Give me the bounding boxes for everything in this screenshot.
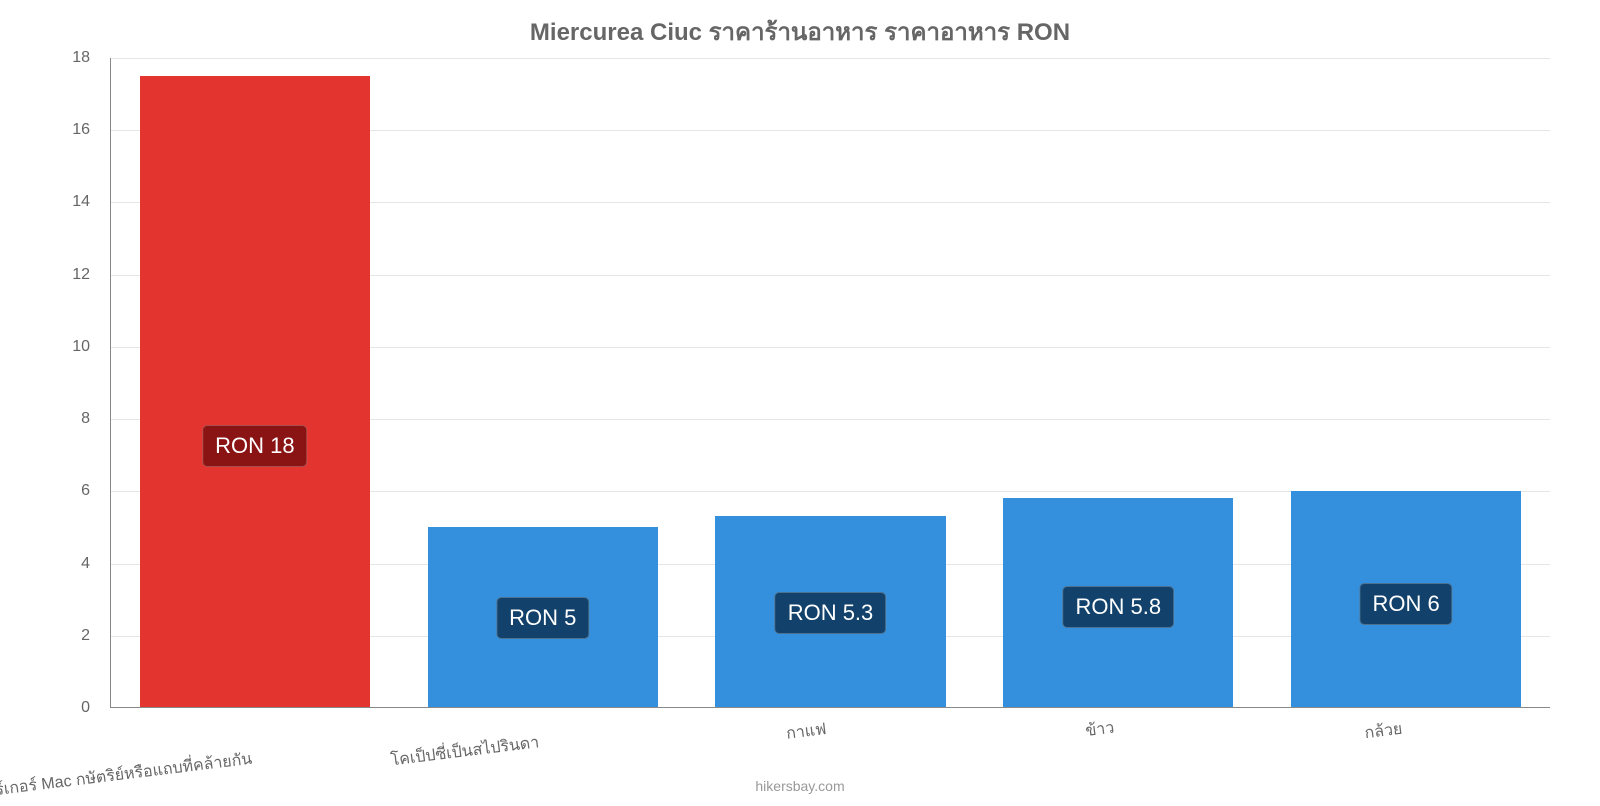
y-tick-label: 16 [0, 121, 90, 139]
y-tick-label: 10 [0, 338, 90, 356]
bar-value-label: RON 5 [496, 597, 589, 639]
y-tick-label: 18 [0, 49, 90, 67]
bar: RON 5.3 [715, 516, 945, 707]
x-label-slot: กล้วย [1262, 712, 1550, 772]
bar-slot: RON 5.3 [687, 58, 975, 707]
attribution-text: hikersbay.com [0, 778, 1600, 794]
y-tick-label: 0 [0, 699, 90, 717]
x-tick-label: ข้าว [1113, 712, 1145, 740]
x-tick-label: โคเป็ปซี่เป็นสไปรินดา [538, 712, 689, 755]
bar-slot: RON 5.8 [974, 58, 1262, 707]
y-tick-label: 4 [0, 555, 90, 573]
bar-slot: RON 6 [1262, 58, 1550, 707]
x-axis-labels: เบอร์เกอร์ Mac กษัตริย์หรือแถบที่คล้ายกั… [110, 712, 1550, 772]
bar: RON 5 [428, 527, 658, 707]
plot-area: RON 18 RON 5 RON 5.3 RON 5.8 RON 6 [110, 58, 1550, 708]
y-tick-label: 6 [0, 482, 90, 500]
bar-value-label: RON 5.3 [775, 592, 887, 634]
bar-value-label: RON 18 [202, 425, 307, 467]
y-tick-label: 2 [0, 627, 90, 645]
chart-title: Miercurea Ciuc ราคาร้านอาหาร ราคาอาหาร R… [0, 12, 1600, 51]
x-tick-label: กาแฟ [825, 712, 868, 742]
bars-container: RON 18 RON 5 RON 5.3 RON 5.8 RON 6 [111, 58, 1550, 707]
bar-slot: RON 18 [111, 58, 399, 707]
bar-slot: RON 5 [399, 58, 687, 707]
bar-value-label: RON 6 [1359, 583, 1452, 625]
x-tick-label: กล้วย [1401, 712, 1442, 741]
x-label-slot: เบอร์เกอร์ Mac กษัตริย์หรือแถบที่คล้ายกั… [110, 712, 398, 772]
bar: RON 18 [140, 76, 370, 707]
price-bar-chart: Miercurea Ciuc ราคาร้านอาหาร ราคาอาหาร R… [0, 0, 1600, 800]
y-tick-label: 12 [0, 266, 90, 284]
x-label-slot: โคเป็ปซี่เป็นสไปรินดา [398, 712, 686, 772]
x-label-slot: ข้าว [974, 712, 1262, 772]
x-label-slot: กาแฟ [686, 712, 974, 772]
bar: RON 5.8 [1003, 498, 1233, 707]
bar: RON 6 [1291, 491, 1521, 707]
y-tick-label: 8 [0, 410, 90, 428]
bar-value-label: RON 5.8 [1062, 586, 1174, 628]
y-tick-label: 14 [0, 193, 90, 211]
